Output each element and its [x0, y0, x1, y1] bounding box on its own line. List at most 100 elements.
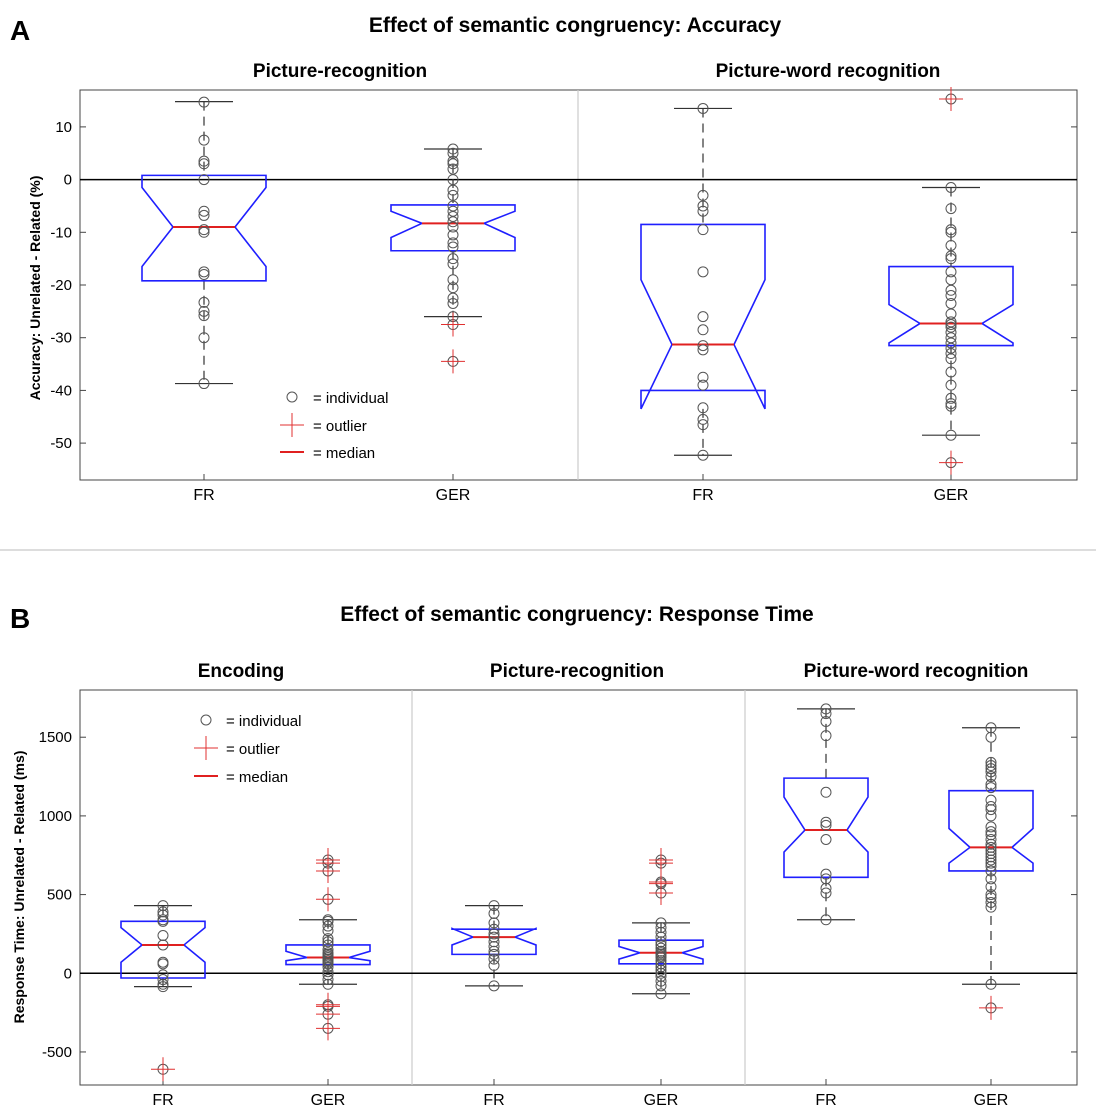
individual-point [985, 857, 997, 869]
individual-point [985, 841, 997, 853]
individual-point [322, 925, 334, 937]
individual-point [945, 290, 957, 302]
individual-point [447, 216, 459, 228]
individual-point [655, 917, 667, 929]
individual-point [447, 297, 459, 309]
notched-box [141, 174, 267, 282]
individual-point [820, 703, 832, 715]
individual-point [985, 838, 997, 850]
individual-point [157, 900, 169, 912]
notched-box [285, 944, 371, 966]
individual-point [655, 955, 667, 967]
individual-point [198, 224, 210, 236]
individual-point [945, 226, 957, 238]
individual-point [157, 929, 169, 941]
individual-point [447, 241, 459, 253]
individual-point [945, 326, 957, 338]
individual-point [985, 834, 997, 846]
individual-point [820, 834, 832, 846]
individual-point [488, 945, 500, 957]
y-tick-label: -10 [50, 224, 72, 241]
individual-point [945, 284, 957, 296]
x-tick-label: GER [974, 1092, 1009, 1109]
individual-point [945, 429, 957, 441]
individual-point [945, 182, 957, 193]
individual-point [945, 297, 957, 309]
individual-point [198, 296, 210, 308]
individual-point [198, 226, 210, 238]
x-tick-label: GER [644, 1092, 679, 1109]
individual-point [655, 952, 667, 964]
individual-point [820, 882, 832, 894]
group-title-a-2: Picture-word recognition [716, 61, 941, 82]
individual-point [945, 203, 957, 215]
group-title-b-2: Picture-recognition [490, 661, 664, 682]
individual-point [655, 975, 667, 987]
x-tick-label: FR [483, 1092, 504, 1109]
individual-point [945, 321, 957, 333]
y-tick-label: 0 [64, 172, 72, 189]
individual-point [945, 353, 957, 365]
panel-a-letter: A [10, 15, 30, 46]
individual-point [198, 332, 210, 344]
individual-point [157, 915, 169, 927]
individual-point [447, 210, 459, 222]
individual-point [157, 939, 169, 951]
individual-point [322, 974, 334, 986]
individual-point [697, 340, 709, 352]
individual-point [985, 865, 997, 877]
individual-point [820, 816, 832, 828]
individual-point [697, 311, 709, 323]
individual-point [945, 366, 957, 378]
y-tick-label: 1500 [39, 729, 72, 746]
individual-point [655, 931, 667, 943]
individual-point [985, 829, 997, 841]
individual-point [488, 959, 500, 971]
individual-point [447, 143, 459, 155]
y-tick-label: 1000 [39, 808, 72, 825]
individual-point [447, 274, 459, 286]
x-tick-label: GER [934, 487, 969, 504]
individual-point [697, 413, 709, 425]
individual-point [198, 209, 210, 221]
individual-point [945, 316, 957, 328]
y-tick-label: -50 [50, 435, 72, 452]
individual-point [322, 939, 334, 951]
individual-point [198, 96, 210, 108]
panel-a-title: Effect of semantic congruency: Accuracy [369, 14, 782, 37]
individual-point [697, 344, 709, 356]
x-tick-label: GER [436, 487, 471, 504]
individual-point [985, 860, 997, 872]
notched-box [120, 920, 206, 979]
individual-point [157, 981, 169, 993]
legend-individual-marker [286, 391, 298, 403]
individual-point [820, 873, 832, 885]
individual-point [697, 266, 709, 278]
legend-individual-marker [200, 714, 212, 726]
individual-point [655, 926, 667, 938]
individual-point [488, 900, 500, 912]
individual-point [322, 915, 334, 927]
individual-point [985, 821, 997, 833]
individual-point [488, 917, 500, 929]
individual-point [985, 851, 997, 863]
individual-point [198, 266, 210, 278]
x-tick-label: FR [815, 1092, 836, 1109]
individual-point [322, 969, 334, 981]
individual-point [157, 909, 169, 921]
individual-point [820, 914, 832, 926]
individual-point [985, 731, 997, 743]
individual-point [945, 239, 957, 251]
individual-point [488, 941, 500, 953]
individual-point [447, 253, 459, 265]
individual-point [655, 958, 667, 970]
individual-point [655, 980, 667, 992]
group-title-a-1: Picture-recognition [253, 61, 427, 82]
individual-point [985, 766, 997, 778]
panel-b-ylabel: Response Time: Unrelated - Related (ms) [11, 751, 27, 1024]
legend-outlier-label: = outlier [226, 741, 280, 758]
x-tick-label: FR [692, 487, 713, 504]
individual-point [945, 348, 957, 360]
individual-point [447, 174, 459, 186]
panel-b-title: Effect of semantic congruency: Response … [340, 603, 813, 626]
